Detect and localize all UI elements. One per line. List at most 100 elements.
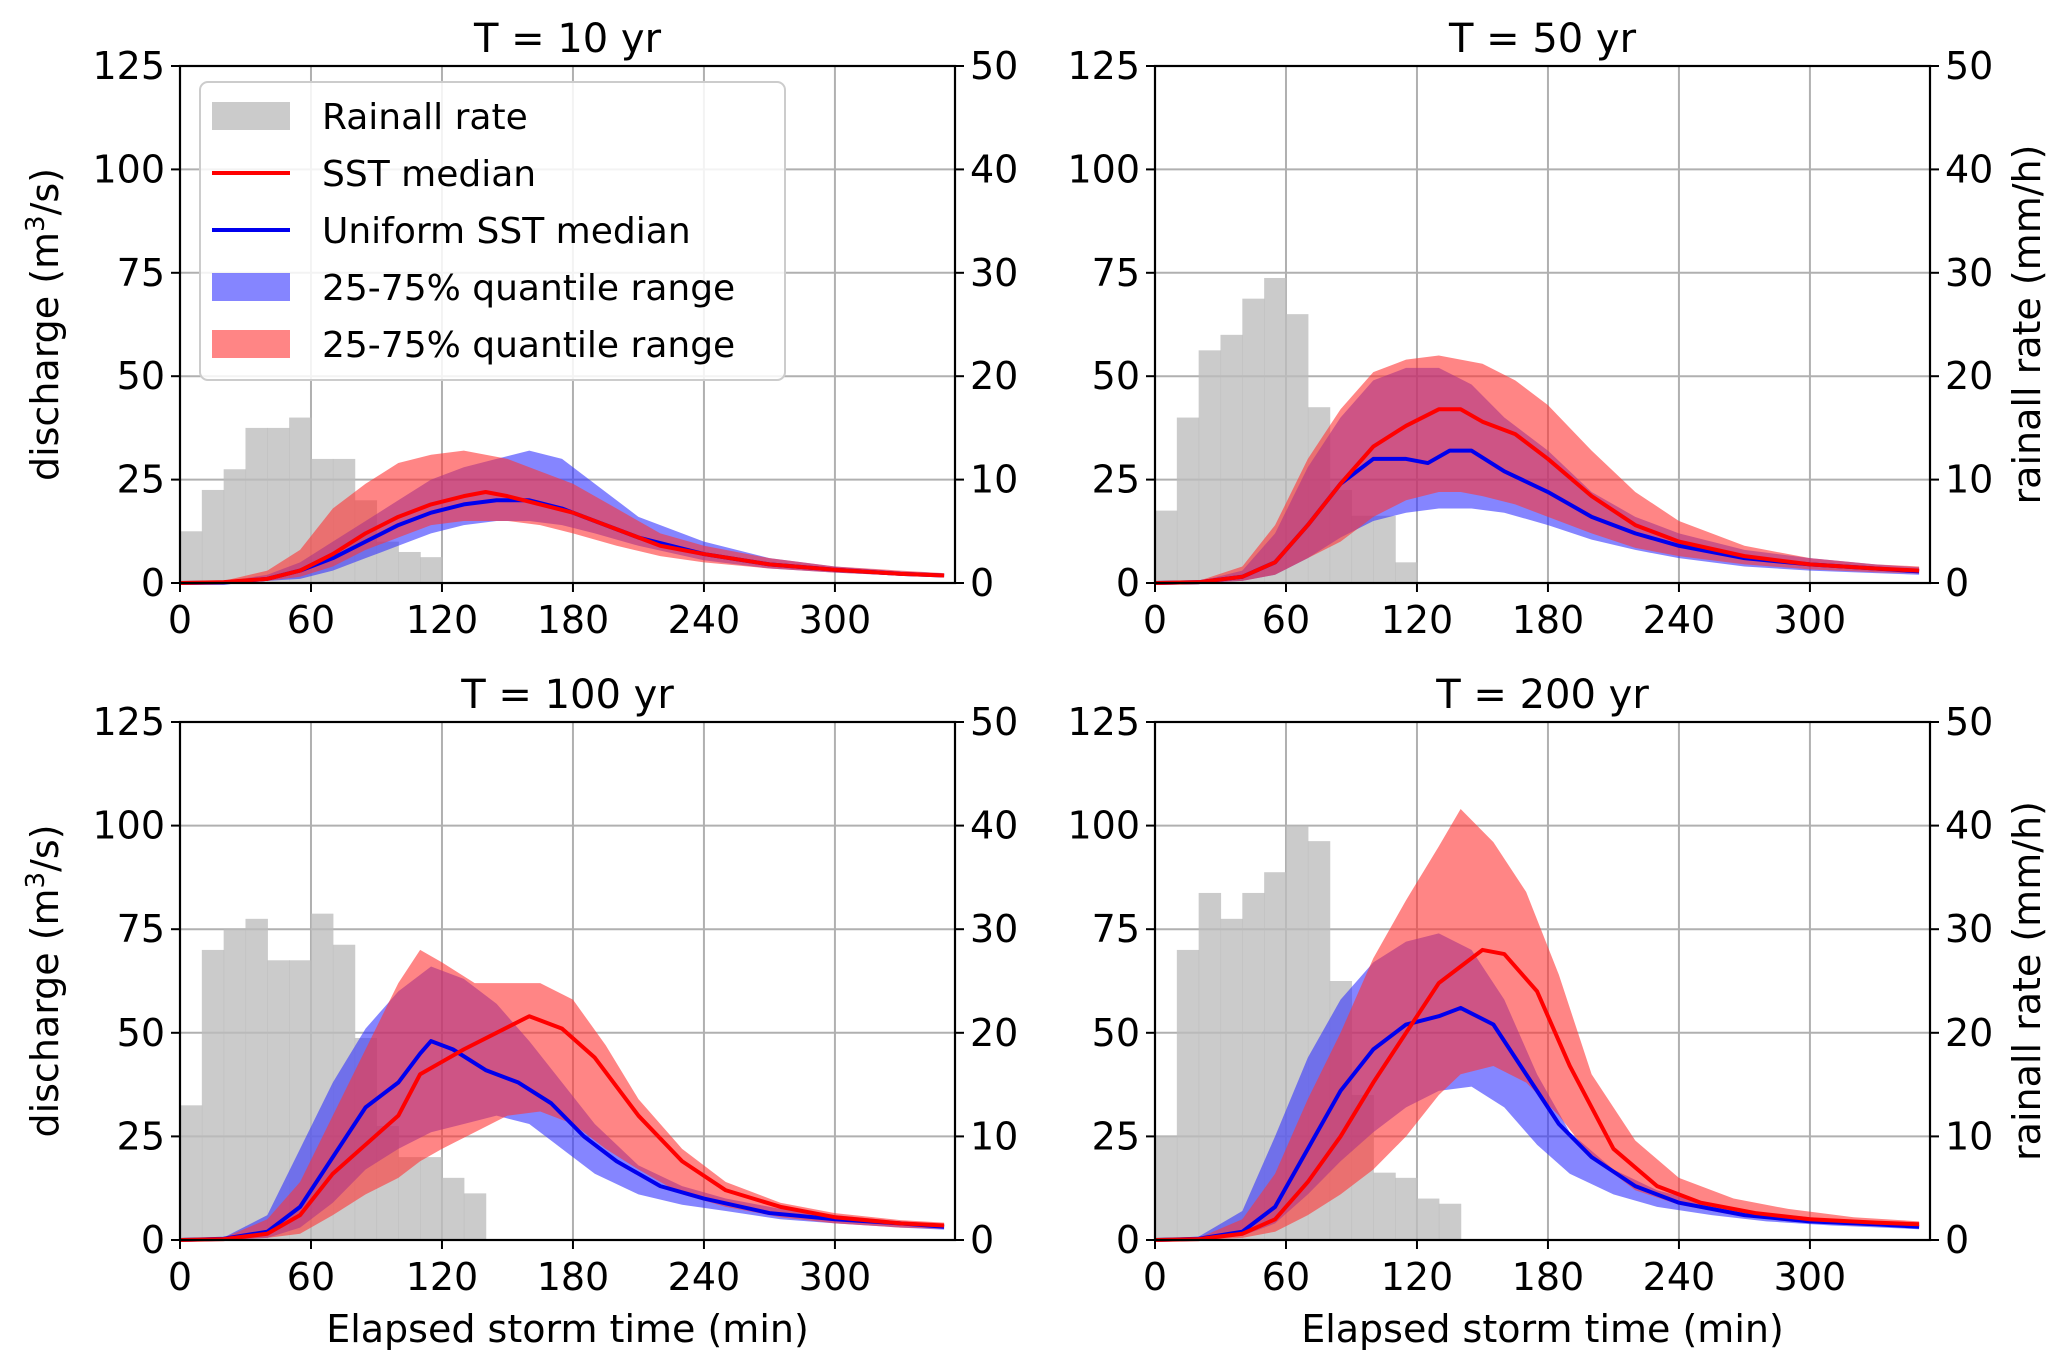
y-axis-label-left-unit: /s) [23,168,67,215]
sst-median-line [179,490,945,585]
sst-quantile-band [1155,809,1920,1240]
y-tick-label: 75 [1092,907,1140,951]
y2-tick-label: 30 [1945,907,1993,951]
rain-bar [1220,334,1243,583]
y2-tick-label: 40 [1945,147,1993,191]
y-tick-label: 0 [1116,561,1140,605]
rain-bar [1242,892,1265,1240]
panel-title: T = 50 yr [1448,16,1637,62]
y-tick-label: 50 [1092,1011,1140,1055]
plot-frame [1153,720,1932,1242]
y-axis-label-left-sup: 3 [21,872,51,889]
plot-frame [1153,64,1932,585]
y-tick-label: 25 [1092,1114,1140,1158]
y-tick-label: 50 [117,354,165,398]
x-tick-label: 120 [1381,598,1454,642]
panel-title: T = 10 yr [473,16,662,62]
legend-label-rain: Rainall rate [322,97,528,138]
rain-bar [245,918,268,1240]
y2-tick-label: 0 [1945,561,1969,605]
y2-tick-label: 20 [1945,1011,1993,1055]
rain-bar [420,557,443,583]
panel-3: 0 60 120 180 240 300 0 25 50 75 100 125 0 10 20 30 40 50 T… [21,672,1018,1351]
legend: Rainall rate SST median Uniform SST median… [199,81,786,381]
rain-bar [441,1177,465,1240]
panel-title: T = 200 yr [1435,672,1649,718]
y2-tick-label: 40 [970,804,1018,848]
x-tick-label: 120 [1381,1255,1454,1299]
y2-tick-label: 0 [970,1218,994,1262]
rain-bar [1242,298,1265,583]
rain-bar [1395,562,1418,583]
legend-label-uniform-median: Uniform SST median [322,211,691,252]
sst-quantile-band [1155,355,1920,583]
y-axis-label-right: rainall rate (mm/h) [2005,145,2049,505]
y2-tick-label: 50 [1945,44,1993,88]
x-tick-label: 180 [1512,598,1585,642]
y2-tick-label: 10 [970,1114,1018,1158]
x-tick-label: 300 [1774,1255,1847,1299]
panel-1: 0 60 120 180 240 300 0 25 50 75 100 125 0 10 20 30 40 50 T… [21,16,1018,642]
y2-tick-label: 50 [970,44,1018,88]
x-tick-label: 60 [287,598,335,642]
y2-tick-label: 20 [970,1011,1018,1055]
rain-bar [1198,350,1222,583]
y2-tick-label: 0 [1945,1218,1969,1262]
x-tick-label: 180 [537,1255,610,1299]
legend-frame [199,81,786,381]
rain-bar [201,489,225,583]
rain-bar [267,960,290,1240]
x-tick-label: 240 [1643,598,1716,642]
rain-bar [398,551,421,583]
x-tick-label: 60 [1262,598,1310,642]
rain-bar [245,427,268,583]
y2-tick-label: 20 [970,354,1018,398]
rain-bar [201,949,225,1240]
rain-bar [420,1157,443,1240]
y2-tick-label: 30 [970,251,1018,295]
x-tick-label: 120 [406,1255,479,1299]
panel-title: T = 100 yr [460,672,674,718]
plot-frame [178,720,957,1242]
rain-bar [1176,417,1200,583]
y2-tick-label: 30 [1945,251,1993,295]
rain-bar [1351,515,1374,583]
x-tick-label: 240 [668,598,741,642]
sst-quantile-band [180,949,945,1240]
plot-frame [178,64,957,585]
y2-tick-label: 40 [970,147,1018,191]
sst-quantile-band [180,450,945,583]
rain-bar [1198,892,1222,1240]
y-tick-label: 75 [1092,251,1140,295]
x-tick-label: 240 [668,1255,741,1299]
rain-bar [1395,1177,1418,1240]
y-tick-label: 100 [92,147,165,191]
legend-swatch-band-sst [212,330,290,358]
y-tick-label: 100 [1067,804,1140,848]
x-axis-label: Elapsed storm time (min) [326,1307,809,1351]
uniform-sst-median-line [1154,1005,1920,1242]
x-tick-label: 60 [1262,1255,1310,1299]
rain-bar [1373,1172,1396,1240]
rain-bar [267,427,290,583]
rain-bar [1176,949,1200,1240]
rain-bar [180,531,203,583]
y-tick-label: 100 [1067,147,1140,191]
y-tick-label: 75 [117,907,165,951]
uniform-sst-median-line [179,1039,945,1242]
rain-bar [376,541,399,583]
rain-bar [223,929,247,1240]
y2-tick-label: 10 [1945,458,1993,502]
y-tick-label: 125 [92,700,165,744]
y2-tick-label: 10 [970,458,1018,502]
y-axis-label-left: discharge (m3/s) [21,168,67,481]
y-axis-label-left-unit: /s) [23,824,67,871]
sst-median-line [179,1014,945,1242]
x-axis-label: Elapsed storm time (min) [1301,1307,1784,1351]
x-tick-label: 300 [799,1255,872,1299]
x-tick-label: 180 [537,598,610,642]
rain-bar [1373,515,1396,583]
rain-bar [289,417,312,583]
panel-2: 0 60 120 180 240 300 0 25 50 75 100 125 0 10 20 30 40 50 T… [1067,16,2049,642]
